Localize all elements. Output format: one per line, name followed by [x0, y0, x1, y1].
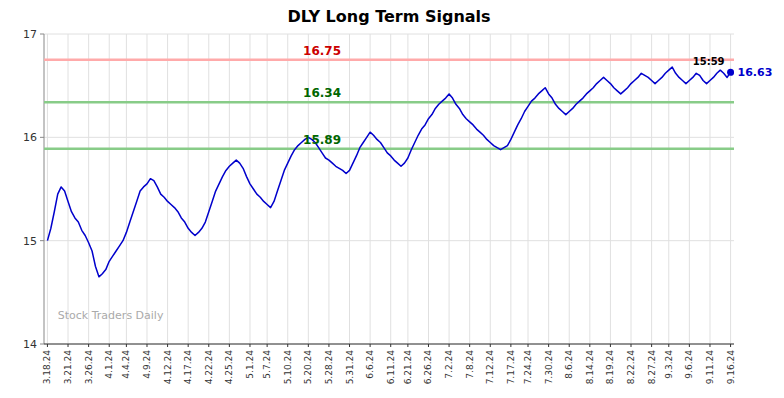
tick-label-x: 5.31.24	[345, 350, 355, 385]
watermark: Stock Traders Daily	[58, 309, 164, 322]
tick-label-y: 14	[23, 338, 37, 351]
grid-line-y	[44, 34, 734, 35]
tick-label-x: 8.14.24	[585, 350, 595, 385]
tick-label-x: 6.6.24	[365, 350, 375, 379]
tick-label-x: 4.12.24	[163, 350, 173, 385]
reference-line	[44, 101, 734, 104]
grid-line-x	[370, 34, 371, 344]
tick-label-x: 9.11.24	[705, 350, 715, 385]
reference-label: 16.75	[303, 44, 341, 58]
grid-line-x	[631, 34, 632, 344]
grid-line-y	[44, 344, 734, 345]
tick-y	[40, 34, 44, 35]
reference-label: 16.34	[303, 86, 341, 100]
tick-y	[40, 344, 44, 345]
tick-label-x: 8.22.24	[626, 350, 636, 385]
tick-label-x: 5.10.24	[283, 350, 293, 385]
grid-line-x	[188, 34, 189, 344]
axes: 14 15 16 17 3.18.24 3.21.24 3.26.24 4.1.24 4.4.2…	[23, 28, 736, 384]
grid-line-x	[730, 34, 731, 344]
plot-area	[44, 60, 734, 277]
grid-line-x	[469, 34, 470, 344]
grid-line-x	[668, 34, 669, 344]
grid-line-x	[407, 34, 408, 344]
tick-label-x: 4.25.24	[224, 350, 234, 385]
grid-line-x	[249, 34, 250, 344]
tick-label-x: 5.7.24	[262, 350, 272, 379]
tick-label-x: 8.19.24	[605, 350, 615, 385]
grid-line-x	[47, 34, 48, 344]
grid-line-x	[510, 34, 511, 344]
grid-line-y	[44, 137, 734, 138]
grid-line-x	[349, 34, 350, 344]
last-time: 15:59	[693, 56, 725, 67]
axis-x	[44, 343, 734, 344]
tick-label-y: 15	[23, 235, 37, 248]
grid-line-x	[267, 34, 268, 344]
tick-label-x: 4.22.24	[204, 350, 214, 385]
grid-line-x	[308, 34, 309, 344]
axis-y	[44, 34, 45, 344]
tick-label-y: 17	[23, 28, 37, 41]
reference-line	[44, 147, 734, 150]
reference-line	[44, 59, 734, 62]
tick-label-x: 6.11.24	[386, 350, 396, 385]
grid-line-x	[109, 34, 110, 344]
tick-label-x: 7.2.24	[444, 350, 454, 379]
tick-label-x: 5.1.24	[245, 350, 255, 379]
tick-label-x: 7.8.24	[465, 350, 475, 379]
tick-label-x: 5.20.24	[303, 350, 313, 385]
tick-label-x: 7.12.24	[485, 350, 495, 385]
tick-y	[40, 240, 44, 241]
grid-line-x	[610, 34, 611, 344]
grid-line-x	[88, 34, 89, 344]
tick-label-x: 7.17.24	[506, 350, 516, 385]
grid	[44, 34, 734, 344]
tick-label-y: 16	[23, 131, 37, 144]
grid-line-x	[126, 34, 127, 344]
tick-y	[40, 137, 44, 138]
grid-line-x	[589, 34, 590, 344]
tick-label-x: 4.1.24	[104, 350, 114, 379]
price-line	[47, 67, 730, 277]
grid-line-x	[548, 34, 549, 344]
tick-label-x: 4.9.24	[142, 350, 152, 379]
tick-label-x: 7.30.24	[544, 350, 554, 385]
chart: 14 15 16 17 3.18.24 3.21.24 3.26.24 4.1.24 4.4.2…	[0, 0, 784, 398]
tick-label-x: 7.24.24	[523, 350, 533, 385]
tick-label-x: 6.26.24	[423, 350, 433, 385]
labels: 16.75 16.34 15.89 15:59 16.63	[303, 44, 772, 147]
tick-label-x: 9.16.24	[726, 350, 736, 385]
grid-line-x	[449, 34, 450, 344]
grid-line-x	[528, 34, 529, 344]
grid-line-x	[287, 34, 288, 344]
tick-label-x: 5.28.24	[324, 350, 334, 385]
tick-label-x: 3.21.24	[63, 350, 73, 385]
grid-line-x	[68, 34, 69, 344]
tick-label-x: 9.3.24	[664, 350, 674, 379]
reference-label: 15.89	[303, 133, 341, 147]
tick-label-x: 3.18.24	[42, 350, 52, 385]
grid-line-x	[569, 34, 570, 344]
tick-label-x: 6.21.24	[403, 350, 413, 385]
title: DLY Long Term Signals	[287, 7, 490, 26]
grid-line-x	[146, 34, 147, 344]
last-price: 16.63	[738, 66, 773, 79]
grid-line-x	[490, 34, 491, 344]
grid-line-x	[390, 34, 391, 344]
grid-line-x	[428, 34, 429, 344]
grid-line-x	[208, 34, 209, 344]
tick-label-x: 4.4.24	[121, 350, 131, 379]
tick-label-x: 3.26.24	[84, 350, 94, 385]
grid-line-x	[167, 34, 168, 344]
grid-line-y	[44, 240, 734, 241]
grid-line-x	[328, 34, 329, 344]
grid-line-x	[229, 34, 230, 344]
tick-label-x: 9.6.24	[684, 350, 694, 379]
tick-label-x: 4.17.24	[183, 350, 193, 385]
tick-label-x: 8.27.24	[647, 350, 657, 385]
last-point	[727, 69, 734, 76]
tick-label-x: 8.6.24	[564, 350, 574, 379]
